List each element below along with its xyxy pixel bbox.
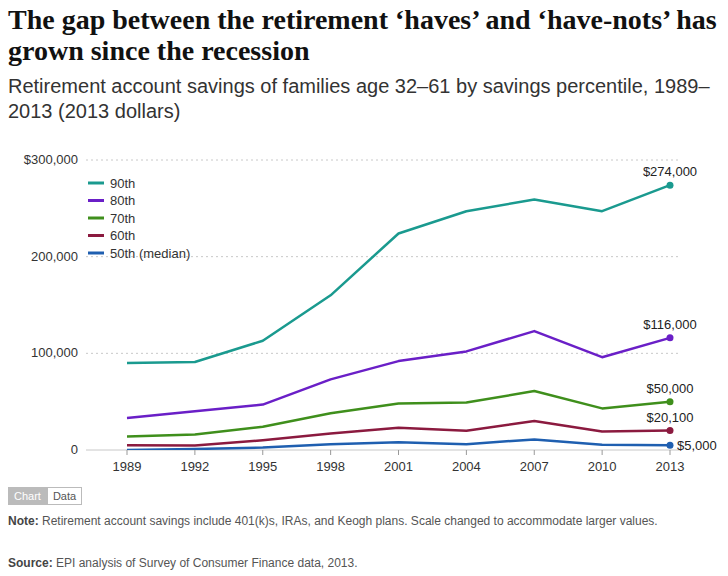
x-tick-label: 1989 (113, 459, 142, 474)
tab[interactable]: Data (47, 487, 82, 505)
x-tick-label: 2013 (656, 459, 685, 474)
x-tick-label: 2010 (588, 459, 617, 474)
legend-label: 70th (110, 211, 135, 226)
end-marker (667, 182, 674, 189)
end-marker (667, 398, 674, 405)
tab[interactable]: Chart (8, 487, 47, 505)
legend-swatch (88, 252, 104, 255)
data-label: $274,000 (643, 164, 697, 179)
data-label: $50,000 (647, 381, 694, 396)
title: The gap between the retirement ‘haves’ a… (8, 4, 723, 66)
x-tick (262, 450, 263, 455)
x-tick-label: 1995 (248, 459, 277, 474)
y-tick-label: $300,000 (24, 152, 78, 167)
series-line (127, 439, 670, 450)
legend-swatch (88, 217, 104, 220)
labels: $274,000 $116,000 $50,000 $20,100 $5,000 (643, 164, 717, 453)
label: Source: (8, 556, 53, 570)
tabs: ChartData (8, 487, 82, 505)
x-tick (670, 450, 671, 455)
legend-label: 50th (median) (110, 246, 190, 261)
text: EPI analysis of Survey of Consumer Finan… (53, 556, 358, 570)
x-tick-label: 2004 (452, 459, 481, 474)
x-tick (602, 450, 603, 455)
data-label: $116,000 (643, 317, 696, 332)
legend-label: 90th (110, 176, 135, 191)
data-label: $20,100 (647, 410, 694, 425)
legend-swatch (88, 234, 104, 237)
x-tick (194, 450, 195, 455)
x-tick (127, 450, 128, 455)
subtitle: Retirement account savings of families a… (8, 74, 723, 124)
x-tick (330, 450, 331, 455)
end-marker (667, 427, 674, 434)
x-tick (534, 450, 535, 455)
legend-swatch (88, 182, 104, 185)
legend-swatch (88, 199, 104, 202)
legend-label: 60th (110, 228, 135, 243)
legend-label: 80th (110, 193, 135, 208)
end-marker (667, 442, 674, 449)
text: Retirement account savings include 401(k… (39, 514, 658, 528)
x-tick-label: 1992 (180, 459, 209, 474)
chart: 0 100,000 200,000 $300,000 1989 1992 1995 1998 2… (0, 0, 728, 576)
end-marker (667, 334, 674, 341)
source: Source: EPI analysis of Survey of Consum… (8, 556, 720, 570)
x-tick-label: 2007 (520, 459, 549, 474)
legend: 90th 80th 70th 60th 50th (median) (88, 176, 190, 261)
x-tick-label: 2001 (384, 459, 413, 474)
x-tick-label: 1998 (316, 459, 345, 474)
data-label: $5,000 (677, 438, 717, 453)
x-tick (466, 450, 467, 455)
y-tick-label: 0 (71, 442, 78, 457)
grid-line (86, 160, 680, 161)
plot (127, 182, 674, 450)
y-tick-label: 100,000 (31, 345, 78, 360)
note: Note: Retirement account savings include… (8, 513, 720, 530)
series-line (127, 185, 670, 363)
x-tick (398, 450, 399, 455)
y-tick-label: 200,000 (31, 249, 78, 264)
label: Note: (8, 514, 39, 528)
